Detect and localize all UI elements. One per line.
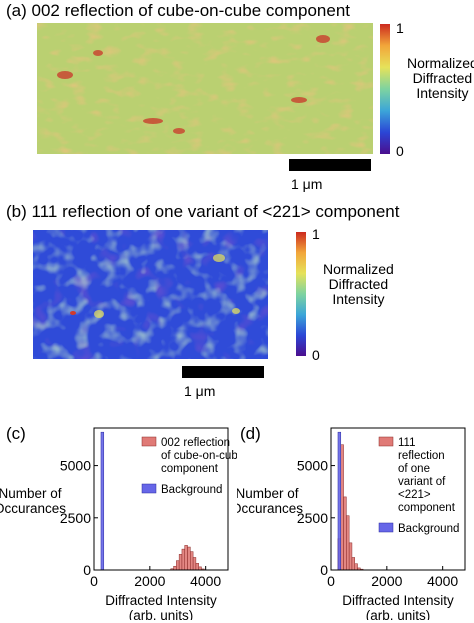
c-plot-frame: [93, 427, 229, 571]
d-legend-text-1-0: Background: [398, 523, 459, 535]
c-xtick-label-2: 4000: [190, 573, 221, 589]
histogram-c: 0 2500 5000 0 2000 4000 Diffracted Intensity(a…: [0, 427, 237, 620]
c-legend-swatch-1: [141, 483, 157, 494]
d-bar-background-0: [337, 431, 342, 571]
c-ytick-label-0: 0: [83, 562, 91, 578]
d-legend-text-0-2: of one: [398, 463, 430, 475]
c-ytick-label-2: 5000: [60, 458, 91, 474]
panel-d-label: (d): [240, 424, 261, 443]
colorbar-b-max: 1: [312, 226, 320, 242]
d-xtick-label-1: 2000: [371, 573, 402, 589]
panel-b-title-text: 111 reflection of one variant of <221> c…: [31, 202, 400, 221]
d-bar-signal-1: [340, 444, 344, 571]
d-xlabel-line-0: Diffracted Intensity: [342, 593, 454, 608]
c-bar-signal-3: [178, 554, 183, 571]
c-bar-signal-8: [192, 557, 197, 571]
c-bar-signal-1: [173, 565, 177, 571]
scalebar-a: [289, 159, 371, 171]
d-ytick-label-0: 0: [320, 562, 328, 578]
colorbar-b: [296, 232, 306, 356]
panel-b-title: (b) 111 reflection of one variant of <22…: [6, 202, 399, 222]
c-bar-signal-9: [195, 563, 199, 571]
d-legend-swatch-0: [378, 436, 394, 447]
colorbar-a: [380, 24, 390, 154]
d-ylabel-line-1: Occurances: [237, 501, 303, 516]
scalebar-a-label: 1 μm: [291, 176, 323, 192]
d-legend-text-0-1: reflection: [398, 450, 445, 462]
c-ylabel-line-1: Occurances: [0, 501, 66, 516]
colorbar-a-label: Normalized Diffracted Intensity: [407, 55, 474, 101]
c-legend-text-0-1: of cube-on-cube: [161, 450, 237, 462]
scalebar-b-label: 1 μm: [184, 383, 216, 399]
c-ytick-label-1: 2500: [60, 510, 91, 526]
panel-b-label: (b): [6, 202, 27, 221]
d-legend-text-0-5: component: [398, 502, 456, 514]
c-xlabel-line-1: (arb. units): [129, 608, 194, 620]
c-legend-text-0-0: 002 reflection: [161, 437, 230, 449]
c-xtick-label-0: 0: [90, 573, 98, 589]
c-bar-signal-5: [184, 545, 188, 571]
colorbar-a-min: 0: [396, 143, 404, 159]
scalebar-b: [182, 366, 264, 378]
d-bar-signal-3: [346, 515, 350, 571]
d-legend-swatch-1: [378, 522, 394, 533]
c-xtick-label-1: 2000: [134, 573, 165, 589]
d-xtick-label-2: 4000: [427, 573, 458, 589]
d-ytick-label-1: 2500: [297, 510, 328, 526]
c-bar-signal-7: [190, 551, 194, 571]
c-bar-signal-6: [187, 546, 191, 571]
colorbar-b-min: 0: [312, 347, 320, 363]
d-bar-signal-6: [354, 563, 358, 571]
c-ylabel-line-0: Number of: [0, 486, 62, 501]
d-bar-signal-4: [348, 542, 353, 571]
histogram-d: 0 2500 5000 0 2000 4000 Diffracted Intensity(a…: [237, 427, 466, 620]
c-bar-signal-2: [176, 560, 180, 571]
d-plot-frame: [330, 427, 466, 571]
c-legend-swatch-0: [141, 436, 157, 447]
panel-a-map: [37, 23, 373, 154]
d-xlabel-line-1: (arb. units): [366, 608, 431, 620]
colorbar-b-label: Normalized Diffracted Intensity: [323, 261, 394, 307]
d-ylabel-line-0: Number of: [237, 486, 299, 501]
panel-a-title: (a) 002 reflection of cube-on-cube compo…: [6, 1, 350, 21]
c-bar-signal-4: [181, 548, 185, 571]
panel-a-label: (a): [6, 1, 27, 20]
d-bar-signal-5: [351, 557, 355, 571]
d-legend-text-0-3: variant of: [398, 476, 446, 488]
d-legend-text-0-0: 111: [398, 437, 415, 449]
c-xlabel-line-0: Diffracted Intensity: [105, 593, 217, 608]
d-bar-signal-2: [343, 496, 347, 571]
panel-c-label: (c): [6, 424, 26, 443]
c-legend-text-0-2: component: [161, 463, 219, 475]
c-bar-background-0: [100, 431, 105, 571]
d-legend-text-0-4: <221>: [398, 489, 431, 501]
panel-a-title-text: 002 reflection of cube-on-cube component: [31, 1, 350, 20]
d-xtick-label-0: 0: [327, 573, 335, 589]
panel-b-map: [33, 230, 268, 359]
d-ytick-label-2: 5000: [297, 458, 328, 474]
colorbar-a-max: 1: [396, 20, 404, 36]
c-legend-text-1-0: Background: [161, 484, 222, 496]
